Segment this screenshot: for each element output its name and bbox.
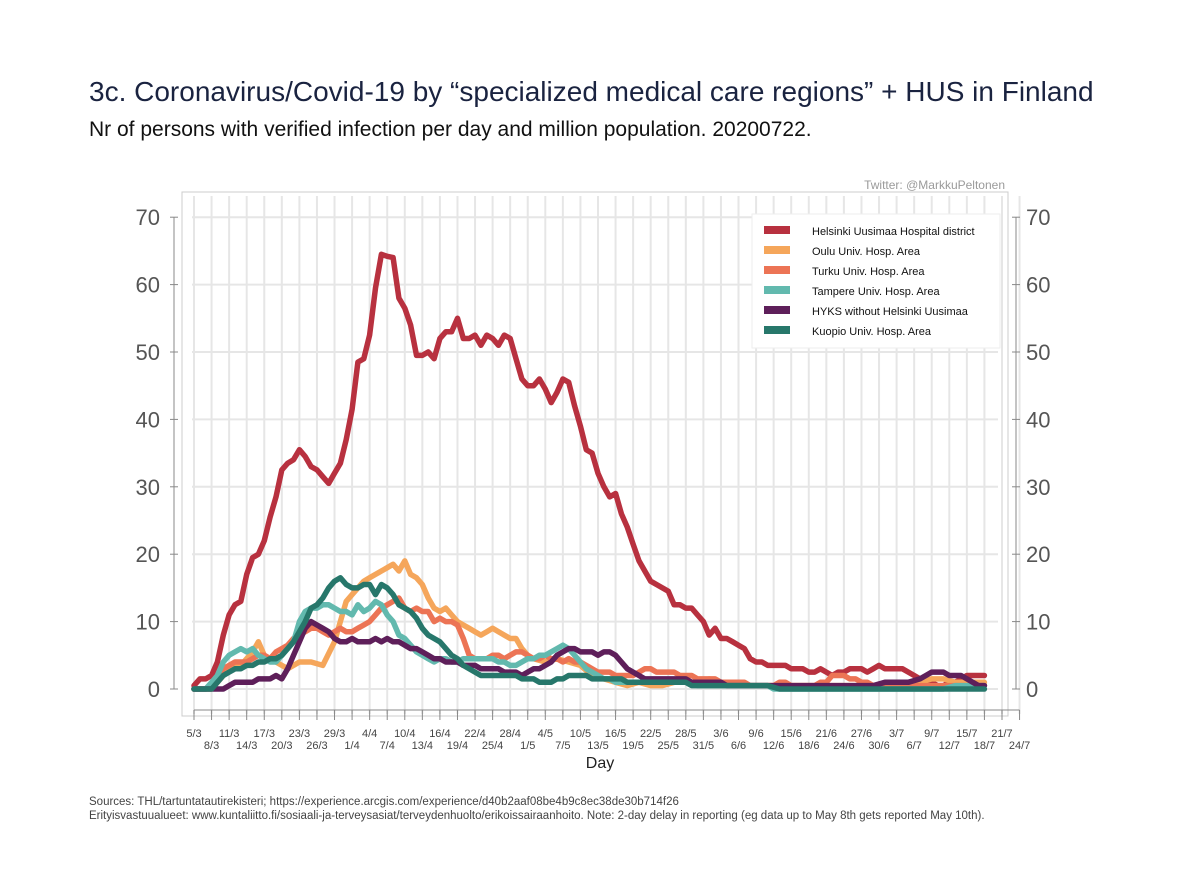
y-tick-label-right: 0 bbox=[1026, 677, 1038, 702]
x-tick-label: 15/6 bbox=[780, 728, 801, 740]
legend-box bbox=[751, 213, 1001, 349]
x-tick-label: 4/5 bbox=[538, 728, 553, 740]
x-tick-label: 3/7 bbox=[889, 728, 904, 740]
x-tick-label: 13/4 bbox=[412, 740, 433, 752]
footer-note: Erityisvastuualueet: www.kuntaliitto.fi/… bbox=[89, 810, 985, 822]
x-tick-label: 3/6 bbox=[713, 728, 728, 740]
y-tick-label-right: 30 bbox=[1026, 475, 1050, 500]
chart-title: 3c. Coronavirus/Covid-19 by “specialized… bbox=[89, 76, 1094, 107]
x-tick-label: 6/7 bbox=[907, 740, 922, 752]
x-tick-label: 10/4 bbox=[394, 728, 415, 740]
y-tick-label-left: 40 bbox=[136, 407, 160, 432]
x-tick-label: 18/6 bbox=[798, 740, 819, 752]
x-tick-label: 1/5 bbox=[520, 740, 535, 752]
footer-sources: Sources: THL/tartuntatautirekisteri; htt… bbox=[89, 796, 679, 808]
x-tick-label: 7/4 bbox=[380, 740, 395, 752]
x-tick-label: 28/4 bbox=[499, 728, 520, 740]
x-tick-label: 23/3 bbox=[289, 728, 310, 740]
x-tick-label: 1/4 bbox=[344, 740, 359, 752]
y-tick-label-right: 40 bbox=[1026, 407, 1050, 432]
x-tick-label: 12/6 bbox=[763, 740, 784, 752]
legend-swatch bbox=[764, 266, 790, 274]
y-tick-label-right: 60 bbox=[1026, 273, 1050, 298]
y-tick-label-left: 70 bbox=[136, 205, 160, 230]
x-tick-label: 22/5 bbox=[640, 728, 661, 740]
x-tick-label: 8/3 bbox=[204, 740, 219, 752]
y-tick-label-left: 30 bbox=[136, 475, 160, 500]
x-tick-label: 6/6 bbox=[731, 740, 746, 752]
series-line bbox=[191, 618, 988, 692]
twitter-credit: Twitter: @MarkkuPeltonen bbox=[864, 178, 1005, 192]
series-line bbox=[191, 575, 988, 692]
x-tick-label: 19/4 bbox=[447, 740, 468, 752]
x-tick-label: 24/7 bbox=[1009, 740, 1030, 752]
x-tick-label: 10/5 bbox=[570, 728, 591, 740]
x-tick-label: 17/3 bbox=[254, 728, 275, 740]
legend-swatch bbox=[764, 286, 790, 294]
legend-label: Turku Univ. Hosp. Area bbox=[812, 266, 925, 278]
y-tick-label-right: 70 bbox=[1026, 205, 1050, 230]
x-tick-label: 16/4 bbox=[429, 728, 450, 740]
x-tick-label: 25/4 bbox=[482, 740, 503, 752]
x-tick-label: 18/7 bbox=[974, 740, 995, 752]
x-tick-label: 25/5 bbox=[658, 740, 679, 752]
series-lines bbox=[191, 251, 988, 692]
x-tick-label: 12/7 bbox=[939, 740, 960, 752]
x-tick-label: 21/6 bbox=[816, 728, 837, 740]
legend-label: Oulu Univ. Hosp. Area bbox=[812, 246, 921, 258]
x-tick-label: 30/6 bbox=[868, 740, 889, 752]
legend-swatch bbox=[764, 226, 790, 234]
legend-label: Helsinki Uusimaa Hospital district bbox=[812, 226, 975, 238]
x-axis-label: Day bbox=[586, 755, 614, 772]
legend-swatch bbox=[764, 306, 790, 314]
legend-swatch bbox=[764, 326, 790, 334]
x-tick-label: 9/6 bbox=[748, 728, 763, 740]
legend-swatch bbox=[764, 246, 790, 254]
x-tick-label: 31/5 bbox=[693, 740, 714, 752]
series-line bbox=[191, 251, 988, 689]
y-tick-label-right: 10 bbox=[1026, 610, 1050, 635]
x-tick-label: 14/3 bbox=[236, 740, 257, 752]
legend-label: HYKS without Helsinki Uusimaa bbox=[812, 306, 969, 318]
y-tick-label-right: 50 bbox=[1026, 340, 1050, 365]
y-tick-label-right: 20 bbox=[1026, 542, 1050, 567]
x-tick-label: 4/4 bbox=[362, 728, 377, 740]
x-tick-label: 13/5 bbox=[587, 740, 608, 752]
y-tick-label-left: 0 bbox=[148, 677, 160, 702]
x-tick-label: 5/3 bbox=[186, 728, 201, 740]
x-tick-label: 9/7 bbox=[924, 728, 939, 740]
y-tick-label-left: 20 bbox=[136, 542, 160, 567]
x-tick-label: 11/3 bbox=[219, 728, 240, 740]
axes: 5/38/311/314/317/320/323/326/329/31/44/4… bbox=[136, 205, 1051, 772]
x-tick-label: 29/3 bbox=[324, 728, 345, 740]
x-tick-label: 27/6 bbox=[851, 728, 872, 740]
x-tick-label: 24/6 bbox=[833, 740, 854, 752]
legend: Helsinki Uusimaa Hospital district Oulu U… bbox=[751, 213, 1001, 349]
chart-subtitle: Nr of persons with verified infection pe… bbox=[89, 118, 812, 141]
x-tick-label: 20/3 bbox=[271, 740, 292, 752]
y-tick-label-left: 60 bbox=[136, 273, 160, 298]
legend-label: Tampere Univ. Hosp. Area bbox=[812, 286, 940, 298]
x-tick-label: 19/5 bbox=[622, 740, 643, 752]
x-tick-label: 26/3 bbox=[306, 740, 327, 752]
legend-label: Kuopio Univ. Hosp. Area bbox=[812, 326, 932, 338]
y-tick-label-left: 10 bbox=[136, 610, 160, 635]
x-tick-label: 22/4 bbox=[464, 728, 485, 740]
x-tick-label: 15/7 bbox=[956, 728, 977, 740]
x-tick-label: 16/5 bbox=[605, 728, 626, 740]
y-tick-label-left: 50 bbox=[136, 340, 160, 365]
x-tick-label: 28/5 bbox=[675, 728, 696, 740]
x-tick-label: 7/5 bbox=[555, 740, 570, 752]
x-tick-label: 21/7 bbox=[991, 728, 1012, 740]
grid-lines bbox=[192, 196, 1021, 714]
